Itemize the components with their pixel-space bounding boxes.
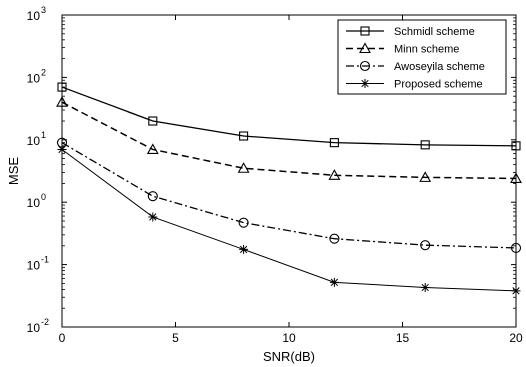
legend-marker-circle <box>359 60 371 72</box>
legend: Schmidl scheme Minn scheme Awoseyila schem… <box>337 19 507 95</box>
y-tick-label-exponent: -1 <box>41 255 49 265</box>
data-point-star <box>148 212 158 222</box>
data-point-circle <box>329 233 340 244</box>
series-line <box>61 101 517 180</box>
x-axis-label: SNR(dB) <box>263 349 315 364</box>
data-point-circle <box>420 240 431 251</box>
legend-marker-square <box>360 26 370 36</box>
series-circle <box>56 137 522 253</box>
series-layer <box>56 82 522 296</box>
legend-label: Awoseyila scheme <box>394 61 485 73</box>
legend-label: Proposed scheme <box>394 79 483 91</box>
x-tick-label: 15 <box>396 331 410 345</box>
data-point-triangle <box>237 162 250 173</box>
y-tick-label-exponent: 1 <box>41 130 46 140</box>
data-point-square <box>148 116 158 126</box>
y-tick-label-exponent: 0 <box>41 192 46 202</box>
y-axis-label: MSE <box>6 157 21 186</box>
data-point-square <box>420 140 430 150</box>
y-tick-label: 10 <box>27 196 41 210</box>
data-point-triangle <box>328 169 341 180</box>
legend-marker-triangle <box>359 42 371 54</box>
y-tick-label: 10 <box>27 259 41 273</box>
legend-box <box>337 19 507 95</box>
x-tick-label: 10 <box>282 331 296 345</box>
data-point-square <box>239 131 249 141</box>
legend-label: Minn scheme <box>394 44 459 56</box>
data-point-circle <box>147 191 158 202</box>
data-point-circle <box>238 217 249 228</box>
y-tick-label: 10 <box>27 71 41 85</box>
data-point-square <box>329 138 339 148</box>
data-point-star <box>329 277 339 287</box>
y-tick-label-exponent: -2 <box>41 317 49 327</box>
x-tick-label: 20 <box>509 331 523 345</box>
x-tick-label: 0 <box>59 331 66 345</box>
series-triangle <box>56 96 522 184</box>
data-point-triangle <box>419 171 432 182</box>
y-tick-label: 10 <box>27 9 41 23</box>
series-star <box>57 144 521 296</box>
y-tick-label-exponent: 3 <box>41 5 46 15</box>
data-point-triangle <box>146 143 159 155</box>
series-line <box>61 149 517 292</box>
legend-marker-star <box>360 79 370 88</box>
data-point-star <box>420 282 430 292</box>
series-line <box>61 142 517 249</box>
data-point-star <box>239 244 249 254</box>
y-tick-label-exponent: 2 <box>41 67 46 77</box>
series-line <box>61 86 517 147</box>
y-tick-label: 10 <box>27 321 41 335</box>
legend-label: Schmidl scheme <box>394 26 475 38</box>
x-tick-label: 5 <box>172 331 179 345</box>
y-tick-label: 10 <box>27 134 41 148</box>
